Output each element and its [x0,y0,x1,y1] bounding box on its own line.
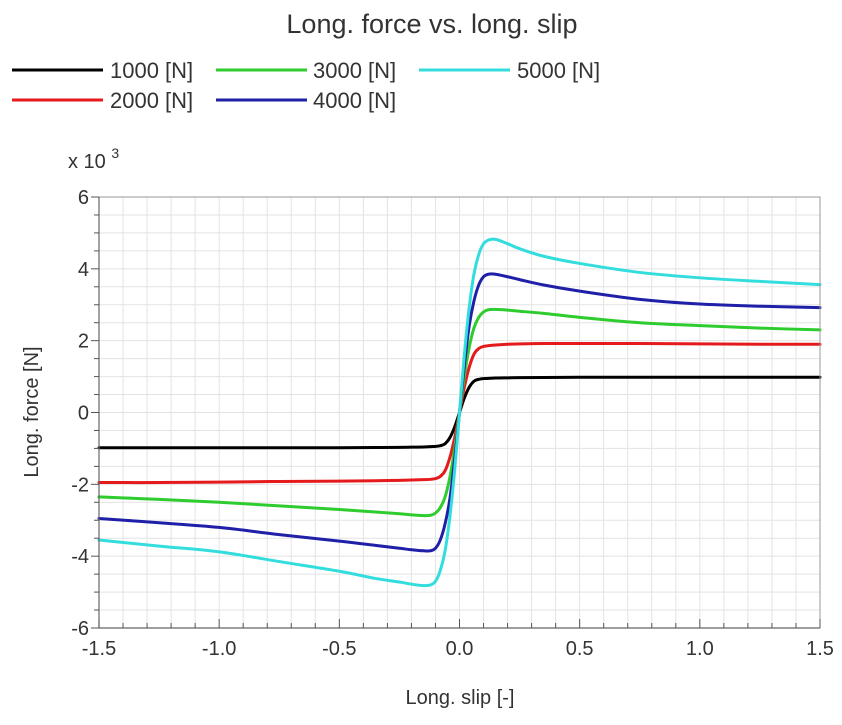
legend-label: 4000 [N] [313,88,396,113]
legend-item: 5000 [N] [419,58,600,83]
y-axis-label: Long. force [N] [21,346,43,477]
y-axis-multiplier-base: x 10 [68,151,106,173]
x-tick-label: 1.0 [686,638,714,660]
series-lines [97,237,822,588]
y-axis-multiplier-exponent: 3 [111,145,119,161]
series-line-5 [97,237,822,588]
legend-item: 3000 [N] [216,58,396,83]
legend-item: 1000 [N] [12,58,193,83]
x-tick-label: -0.5 [322,638,356,660]
legend-label: 5000 [N] [517,58,600,83]
x-tick-label: -1.0 [202,638,236,660]
legend-item: 4000 [N] [216,88,396,113]
x-tick-label: 0.5 [566,638,594,660]
legend: 1000 [N] 2000 [N] 3000 [N] 4000 [N] 5000 [N] [12,58,600,113]
y-tick-label: 4 [78,259,89,281]
y-tick-label: 0 [78,403,89,425]
legend-label: 3000 [N] [313,58,396,83]
legend-label: 1000 [N] [110,58,193,83]
y-tick-label: -4 [71,546,89,568]
legend-item: 2000 [N] [12,88,193,113]
chart-title: Long. force vs. long. slip [286,9,577,39]
x-tick-label: -1.5 [82,638,116,660]
y-tick-label: -2 [71,474,89,496]
y-tick-label: 2 [78,331,89,353]
y-tick-label: -6 [71,618,89,640]
y-axis-multiplier: x 10 3 [68,145,119,173]
y-tick-label: 6 [78,187,89,209]
x-axis-ticks: -1.5 -1.0 -0.5 0.0 0.5 1.0 1.5 [82,619,834,660]
x-tick-label: 1.5 [806,638,834,660]
x-tick-label: 0.0 [446,638,474,660]
x-axis-label: Long. slip [-] [406,687,515,709]
legend-label: 2000 [N] [110,88,193,113]
y-axis-ticks: -6 -4 -2 0 2 4 6 [71,187,99,640]
